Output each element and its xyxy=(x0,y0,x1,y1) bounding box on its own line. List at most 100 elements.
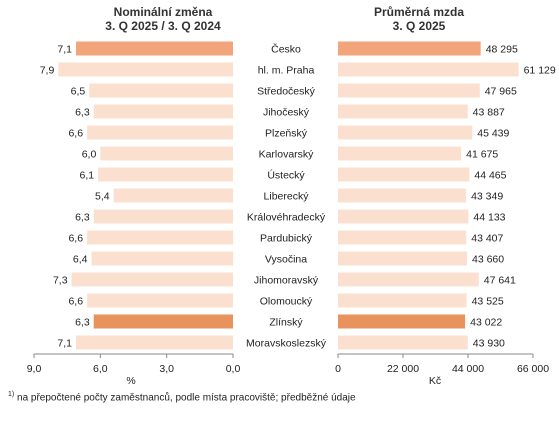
region-label-moravskoslezsky: Moravskoslezský xyxy=(246,338,327,350)
region-label-karlovarsky: Karlovarský xyxy=(259,149,315,161)
left-title-line-2: 3. Q 2025 / 3. Q 2024 xyxy=(105,19,221,33)
right-bar-ustecky xyxy=(338,167,470,182)
region-label-stredocesky: Středočeský xyxy=(257,86,316,98)
left-value-label-stredocesky: 6,5 xyxy=(71,86,86,98)
left-bar-ustecky xyxy=(98,167,233,182)
left-bar-series: 7,17,96,56,36,66,06,15,46,36,66,47,36,66… xyxy=(40,41,234,350)
right-bar-pardubicky xyxy=(338,230,467,245)
right-x-axis: 0 22 000 44 000 66 000 Kč xyxy=(335,353,549,387)
left-value-label-ustecky: 6,1 xyxy=(80,170,95,182)
right-value-label-hl-m-praha: 61 129 xyxy=(524,65,556,77)
left-value-label-kralovehradecky: 6,3 xyxy=(75,212,90,224)
right-bar-kralovehradecky xyxy=(338,209,469,224)
right-value-label-moravskoslezsky: 43 930 xyxy=(473,338,505,350)
right-bar-jihocesky xyxy=(338,104,468,119)
right-bar-series: 48 295 61 129 47 965 43 887 45 439 41 675 44 4… xyxy=(338,41,556,350)
left-value-label-olomoucky: 6,6 xyxy=(68,296,83,308)
footnote-text: na přepočtené počty zaměstnanců, podle m… xyxy=(14,392,356,404)
left-value-label-pardubicky: 6,6 xyxy=(68,233,83,245)
right-bar-hl-m-praha xyxy=(338,62,519,77)
left-bar-zlinsky xyxy=(93,314,233,329)
right-bar-karlovarsky xyxy=(338,146,462,161)
left-axis-title: % xyxy=(126,375,135,387)
region-label-jihocesky: Jihočeský xyxy=(263,107,310,119)
right-value-label-zlinsky: 43 022 xyxy=(470,317,502,329)
left-value-label-plzensky: 6,6 xyxy=(68,128,83,140)
right-value-label-plzensky: 45 439 xyxy=(477,128,509,140)
right-bar-olomoucky xyxy=(338,293,467,308)
right-bar-moravskoslezsky xyxy=(338,335,468,350)
region-label-zlinsky: Zlínský xyxy=(269,317,303,329)
right-value-label-liberecky: 43 349 xyxy=(471,191,503,203)
right-tick-label-2: 44 000 xyxy=(452,363,484,375)
right-tick-label-1: 22 000 xyxy=(387,363,419,375)
region-label-plzensky: Plzeňský xyxy=(265,128,308,140)
region-label-liberecky: Liberecký xyxy=(264,191,310,203)
left-tick-label-2: 3,0 xyxy=(159,363,174,375)
left-tick-label-3: 0,0 xyxy=(226,363,241,375)
left-value-label-jihocesky: 6,3 xyxy=(75,107,90,119)
left-tick-label-1: 6,0 xyxy=(93,363,108,375)
left-x-axis: 9,0 6,0 3,0 0,0% xyxy=(27,353,241,387)
right-value-label-jihocesky: 43 887 xyxy=(473,107,505,119)
right-value-label-pardubicky: 43 407 xyxy=(471,233,503,245)
left-bar-olomoucky xyxy=(87,293,233,308)
right-bar-jihomoravsky xyxy=(338,272,479,287)
left-bar-hl-m-praha xyxy=(58,62,234,77)
region-label-hl-m-praha: hl. m. Praha xyxy=(258,65,315,77)
left-value-label-moravskoslezsky: 7,1 xyxy=(57,338,72,350)
region-label-olomoucky: Olomoucký xyxy=(260,296,313,308)
region-labels: Česko hl. m. Praha Středočeský Jihočeský Plz… xyxy=(246,43,327,350)
right-value-label-stredocesky: 47 965 xyxy=(485,86,517,98)
left-value-label-zlinsky: 6,3 xyxy=(75,317,90,329)
left-value-label-liberecky: 5,4 xyxy=(95,191,110,203)
right-bar-zlinsky xyxy=(338,314,466,329)
right-bar-plzensky xyxy=(338,125,473,140)
right-value-label-cesko: 48 295 xyxy=(486,44,518,56)
left-bar-moravskoslezsky xyxy=(76,335,233,350)
right-bar-vysocina xyxy=(338,251,467,266)
right-bar-stredocesky xyxy=(338,83,480,98)
footnote: 1) na přepočtené počty zaměstnanců, podl… xyxy=(8,391,356,403)
right-bar-cesko xyxy=(338,41,481,56)
left-title-line-1: Nominální změna xyxy=(114,5,213,19)
right-bar-liberecky xyxy=(338,188,467,203)
left-bar-cesko xyxy=(76,41,233,56)
left-bar-pardubicky xyxy=(87,230,233,245)
right-axis-title: Kč xyxy=(429,375,441,387)
left-value-label-cesko: 7,1 xyxy=(57,44,72,56)
right-tick-label-0: 0 xyxy=(335,363,341,375)
left-bar-jihomoravsky xyxy=(71,272,233,287)
left-tick-label-0: 9,0 xyxy=(27,363,42,375)
right-value-label-karlovarsky: 41 675 xyxy=(466,149,498,161)
left-value-label-vysocina: 6,4 xyxy=(73,254,88,266)
left-bar-vysocina xyxy=(91,251,233,266)
right-title-line-1: Průměrná mzda xyxy=(374,5,464,19)
left-value-label-hl-m-praha: 7,9 xyxy=(40,65,55,77)
left-bar-kralovehradecky xyxy=(93,209,233,224)
right-value-label-ustecky: 44 465 xyxy=(474,170,506,182)
region-label-ustecky: Ústecký xyxy=(267,169,305,182)
left-bar-stredocesky xyxy=(89,83,234,98)
region-label-cesko: Česko xyxy=(271,43,301,56)
right-value-label-jihomoravsky: 47 641 xyxy=(484,275,516,287)
right-title-line-2: 3. Q 2025 xyxy=(393,19,446,33)
right-value-label-kralovehradecky: 44 133 xyxy=(473,212,505,224)
footnote-marker: 1) xyxy=(8,391,15,398)
right-tick-label-3: 66 000 xyxy=(517,363,549,375)
left-bar-jihocesky xyxy=(93,104,233,119)
region-label-jihomoravsky: Jihomoravský xyxy=(254,275,319,287)
region-label-kralovehradecky: Královéhradecký xyxy=(247,212,326,224)
left-bar-liberecky xyxy=(113,188,233,203)
right-value-label-olomoucky: 43 525 xyxy=(472,296,504,308)
left-value-label-karlovarsky: 6,0 xyxy=(82,149,97,161)
region-label-pardubicky: Pardubický xyxy=(260,233,313,245)
left-value-label-jihomoravsky: 7,3 xyxy=(53,275,68,287)
left-bar-karlovarsky xyxy=(100,146,233,161)
region-label-vysocina: Vysočina xyxy=(265,254,307,266)
left-bar-plzensky xyxy=(87,125,233,140)
right-value-label-vysocina: 43 660 xyxy=(472,254,504,266)
